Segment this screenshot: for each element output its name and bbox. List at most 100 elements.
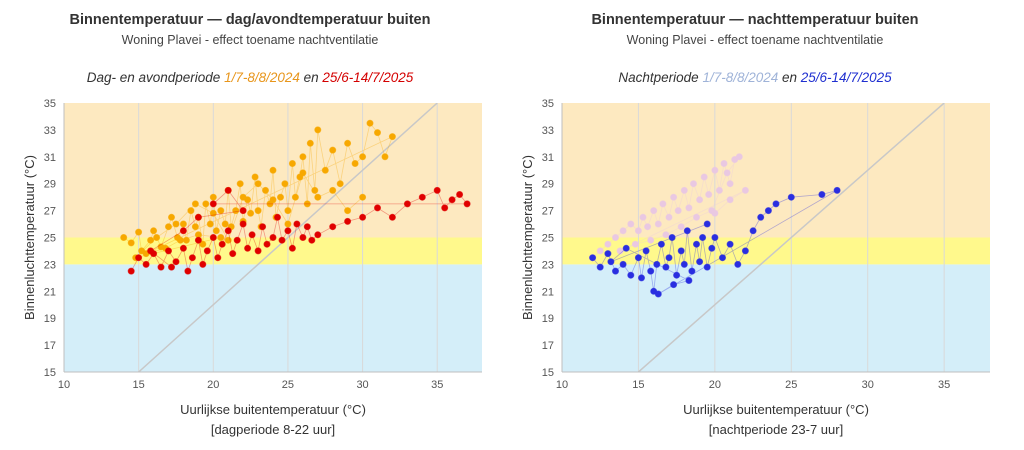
data-point [199,240,207,248]
data-point [654,290,662,298]
data-point [248,231,256,239]
data-point [683,227,691,235]
y-tick-label: 23 [44,259,56,271]
data-point [229,250,237,258]
y-tick-label: 19 [542,313,554,325]
y-tick-label: 17 [542,340,554,352]
data-point [269,196,277,204]
data-point [433,186,441,194]
data-point [244,244,252,252]
x-tick-label: 25 [282,379,294,391]
data-point [723,169,731,177]
x-tick-label: 15 [133,379,145,391]
period-label: Dag- en avondperiode 1/7-8/8/2024 en 25/… [87,70,414,85]
y-tick-label: 27 [44,206,56,218]
data-point [329,186,337,194]
data-point [291,193,299,201]
data-point [726,180,734,188]
data-point [690,180,697,188]
x-tick-label: 35 [938,379,950,391]
x-tick-label: 10 [58,379,70,391]
x-tick-label: 20 [709,379,721,391]
data-point [711,234,719,241]
data-point [772,200,780,208]
y-tick-label: 25 [542,233,554,245]
data-point [336,180,344,188]
data-point [662,231,670,239]
data-point [168,213,175,221]
data-point [165,247,172,255]
data-point [147,236,155,244]
series-2 [589,186,841,298]
data-point [303,223,311,231]
data-point [654,220,662,228]
data-point [604,240,612,248]
y-tick-label: 31 [44,152,56,164]
data-point [212,227,220,235]
data-point [120,234,128,241]
data-point [680,186,688,194]
data-point [209,209,217,217]
data-point [157,263,165,271]
y-tick-label: 15 [542,367,554,379]
data-point [194,236,202,244]
data-point [659,200,667,208]
data-point [616,247,624,255]
data-point [619,260,627,268]
data-point [596,247,604,255]
data-point [147,247,155,255]
data-point [224,227,232,235]
data-point [288,244,296,252]
data-point [627,271,635,279]
data-point [299,234,307,241]
data-point [665,213,673,221]
data-point [699,234,707,241]
data-point [642,247,650,255]
data-point [448,196,456,204]
data-point [199,260,207,268]
y-tick-label: 31 [542,152,554,164]
data-point [634,227,642,235]
data-point [254,207,262,215]
data-point [179,227,187,235]
data-point [176,236,184,244]
data-point [388,133,396,141]
data-point [274,213,281,221]
y-tick-label: 17 [44,340,56,352]
y-tick-label: 21 [542,286,554,298]
data-point [262,186,269,194]
data-point [634,254,642,262]
data-point [696,196,704,204]
data-point [311,186,319,194]
data-point [688,267,696,275]
data-point [236,180,244,188]
data-point [685,204,693,212]
series-2 [127,186,471,275]
x-tick-label: 25 [785,379,797,391]
data-point [764,207,772,215]
data-point [263,240,271,248]
data-point [741,247,749,255]
y-tick-label: 23 [542,259,554,271]
data-point [700,173,708,181]
chart-title: Binnentemperatuur — nachttemperatuur bui… [591,12,918,28]
data-point [202,200,210,208]
data-point [218,240,226,248]
data-point [329,223,337,231]
data-point [374,129,381,137]
data-point [281,180,289,188]
data-point [247,209,255,217]
period-label-first: 1/7-8/8/2024 [702,70,778,85]
data-point [374,204,381,212]
data-point [184,267,192,275]
data-point [668,234,676,241]
data-point [644,223,652,231]
y-tick-label: 21 [44,286,56,298]
data-point [269,166,277,174]
data-point [194,213,202,221]
data-point [631,240,639,248]
data-point [221,220,229,228]
y-tick-label: 19 [44,313,56,325]
data-point [456,191,464,198]
